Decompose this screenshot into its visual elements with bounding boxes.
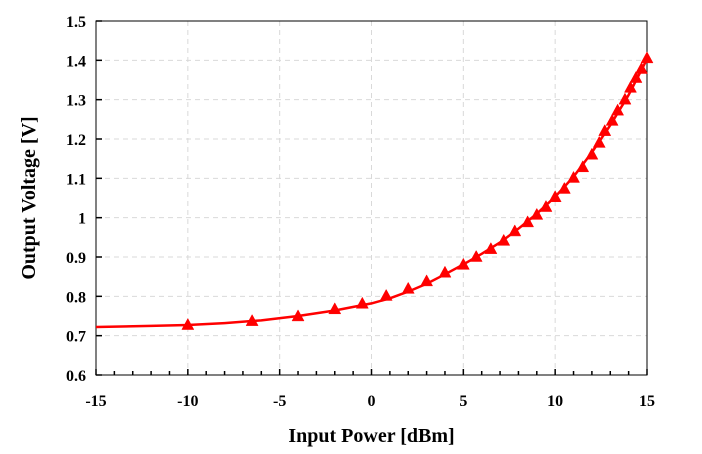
y-tick-label: 1.2 [66, 132, 86, 149]
grid [96, 21, 647, 375]
data-point [401, 281, 415, 294]
y-tick-label: 1.5 [66, 14, 86, 31]
x-axis-title: Input Power [dBm] [288, 425, 454, 447]
y-tick-label: 1.4 [66, 53, 86, 70]
data-point [438, 265, 452, 278]
data-point [181, 318, 195, 330]
y-tick-label: 0.6 [66, 368, 86, 385]
data-point [355, 296, 369, 309]
data-point [456, 257, 470, 270]
x-axis: -15 -10 -5 0 5 10 15 [85, 369, 655, 410]
y-tick-label: 1.3 [66, 93, 86, 110]
data-point [557, 181, 571, 194]
data-point [548, 190, 562, 202]
x-tick-label: -10 [177, 393, 198, 410]
x-tick-label: -5 [273, 393, 286, 410]
data-point [598, 124, 612, 136]
data-point [576, 160, 590, 173]
data-point [629, 71, 643, 83]
data-point [539, 200, 553, 212]
data-point [585, 147, 599, 160]
data-point [640, 51, 654, 64]
y-axis: 0.6 0.7 0.8 0.9 1 1.1 1.2 1.3 1.4 1.5 [66, 14, 102, 385]
data-point [530, 207, 544, 220]
data-point [497, 233, 511, 246]
x-tick-label: 15 [639, 393, 655, 410]
x-tick-label: -15 [85, 393, 106, 410]
data-point [635, 61, 648, 74]
y-tick-label: 1.1 [66, 171, 86, 188]
x-tick-label: 0 [368, 393, 376, 410]
data-point [420, 274, 434, 287]
data-point [245, 314, 259, 326]
y-axis-title: Output Voltage [V] [18, 116, 40, 279]
y-tick-label: 0.7 [66, 329, 86, 346]
y-tick-label: 0.8 [66, 289, 86, 306]
x-tick-label: 10 [547, 393, 563, 410]
data-point [624, 80, 637, 93]
data-point [328, 302, 342, 315]
data-point [567, 170, 580, 183]
data-point [521, 215, 535, 228]
series-layer [95, 51, 654, 330]
data-point [291, 309, 305, 322]
data-point [618, 92, 632, 105]
x-tick-label: 5 [459, 393, 467, 410]
data-point [379, 288, 393, 301]
data-point [605, 113, 619, 126]
data-point [484, 242, 498, 254]
data-point [611, 103, 625, 116]
y-tick-label: 1 [78, 211, 86, 228]
y-tick-label: 0.9 [66, 250, 86, 267]
data-point [469, 249, 483, 262]
data-point [592, 135, 606, 148]
data-point [508, 224, 522, 237]
